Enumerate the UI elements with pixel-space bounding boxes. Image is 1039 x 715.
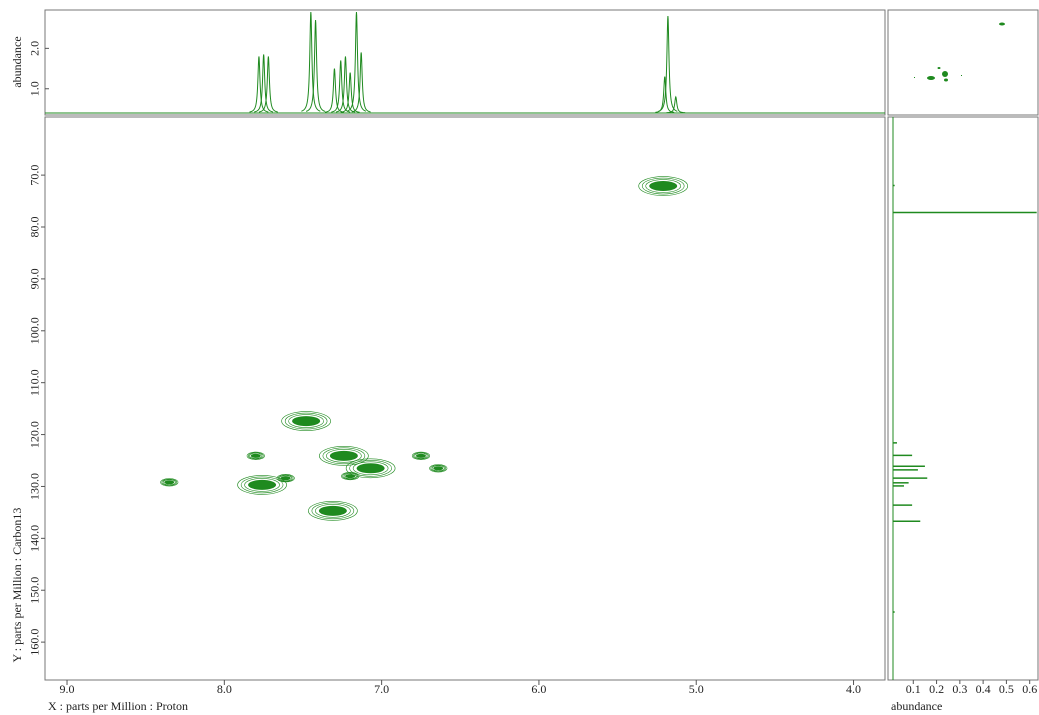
contour-ring	[240, 476, 284, 494]
cross-peak	[318, 505, 347, 516]
contour-ring	[246, 451, 265, 460]
main-x-label: X : parts per Million : Proton	[48, 699, 188, 713]
contour-ring	[308, 501, 358, 521]
contour-ring	[279, 475, 293, 482]
contour-ring	[247, 452, 264, 460]
x-tick-label: 5.0	[689, 682, 704, 696]
right-x-label: abundance	[891, 699, 942, 713]
contour-ring	[161, 478, 178, 486]
x-tick-label: 0.4	[976, 682, 991, 696]
top-y-label: abundance	[10, 36, 24, 87]
peak	[305, 20, 326, 112]
y-tick-label: 110.0	[28, 369, 42, 396]
cross-peak	[280, 476, 291, 481]
contour-ring	[249, 452, 263, 459]
contour-ring	[315, 504, 351, 518]
contour-ring	[414, 452, 428, 459]
peak	[658, 16, 678, 112]
y-tick-label: 80.0	[28, 217, 42, 238]
y-tick-label: 2.0	[28, 41, 42, 56]
contour-ring	[349, 459, 392, 477]
main-panel-frame	[44, 116, 886, 681]
contour-ring	[160, 478, 179, 487]
contour-ring	[645, 179, 682, 193]
cross-peak	[292, 416, 321, 427]
x-tick-label: 7.0	[374, 682, 389, 696]
contour-ring	[352, 461, 389, 476]
contour-ring	[326, 449, 362, 463]
y-tick-label: 100.0	[28, 317, 42, 344]
y-tick-label: 70.0	[28, 165, 42, 186]
peak	[249, 56, 269, 113]
cross-peak	[345, 474, 356, 479]
cross-peak	[248, 479, 277, 490]
contour-ring	[413, 452, 429, 460]
contour-ring	[281, 411, 331, 431]
contour-ring	[162, 479, 176, 486]
contour-ring	[288, 414, 324, 428]
cross-peak	[649, 181, 678, 192]
inset-frame	[887, 9, 1039, 116]
y-tick-label: 150.0	[28, 577, 42, 604]
peak	[346, 11, 367, 112]
contour-ring	[311, 502, 355, 520]
x-tick-label: 0.5	[999, 682, 1014, 696]
peak	[335, 56, 355, 113]
peak	[324, 68, 344, 113]
contour-ring	[341, 471, 360, 481]
contour-ring	[276, 474, 295, 483]
x-tick-label: 0.2	[929, 682, 944, 696]
x-tick-label: 8.0	[217, 682, 232, 696]
contour-ring	[431, 465, 445, 472]
contour-ring	[342, 472, 358, 480]
y-tick-label: 120.0	[28, 421, 42, 448]
contour-ring	[277, 474, 294, 482]
peak	[351, 52, 371, 113]
cross-peak	[356, 463, 385, 474]
x-tick-label: 0.6	[1022, 682, 1037, 696]
contour-ring	[343, 473, 357, 479]
x-tick-label: 9.0	[60, 682, 75, 696]
peak	[254, 54, 274, 113]
y-tick-label: 140.0	[28, 525, 42, 552]
x-tick-label: 0.3	[952, 682, 967, 696]
contour-ring	[244, 478, 280, 492]
contour-ring	[638, 176, 689, 196]
contour-ring	[430, 464, 447, 472]
y-tick-label: 90.0	[28, 268, 42, 289]
x-tick-label: 0.1	[906, 682, 921, 696]
peak	[340, 72, 360, 113]
contour-ring	[237, 475, 287, 495]
contour-ring	[429, 464, 448, 473]
peak	[666, 95, 686, 114]
y-tick-label: 160.0	[28, 629, 42, 656]
x-tick-label: 6.0	[531, 682, 546, 696]
cross-peak	[164, 480, 175, 485]
contour-ring	[284, 412, 328, 430]
contour-ring	[641, 177, 685, 195]
contour-ring	[411, 451, 431, 460]
cross-peak	[250, 453, 261, 458]
contour-ring	[345, 458, 396, 479]
y-tick-label: 130.0	[28, 473, 42, 500]
cross-peak	[433, 466, 444, 471]
cross-peak	[415, 453, 426, 458]
right-panel-frame	[887, 116, 1039, 681]
peak	[301, 11, 321, 112]
contour-ring	[319, 446, 369, 466]
x-tick-label: 4.0	[846, 682, 861, 696]
y-tick-label: 1.0	[28, 81, 42, 96]
peak	[655, 76, 675, 113]
inset-thumbnail	[914, 22, 1005, 82]
peak	[258, 56, 278, 113]
cross-peak	[329, 450, 358, 461]
contour-ring	[322, 447, 366, 465]
main-y-label: Y : parts per Million : Carbon13	[10, 508, 24, 663]
top-panel-frame	[44, 9, 886, 116]
